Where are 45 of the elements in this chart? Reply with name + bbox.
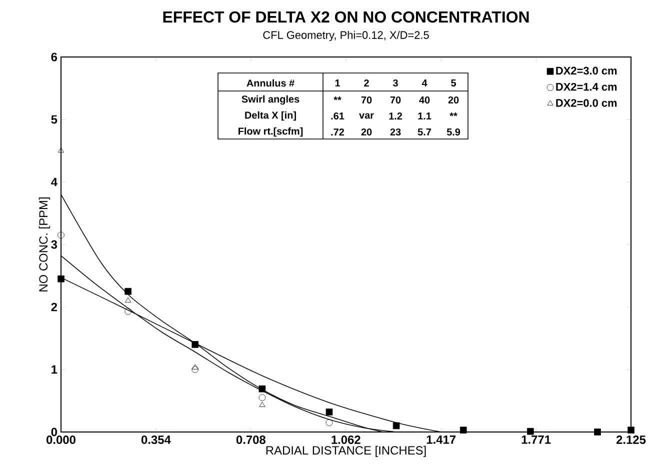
annotation: Swirl angles xyxy=(242,95,300,105)
annotation: ** xyxy=(450,112,458,116)
y-tick-label: 0 xyxy=(51,428,57,436)
annotation: 5.9 xyxy=(446,128,460,136)
annotation: 1.1 xyxy=(418,112,432,120)
annotation: 20 xyxy=(361,128,372,136)
x-tick-label: 1.062 xyxy=(332,436,360,444)
annotation: 1.2 xyxy=(389,112,402,120)
chart-title: EFFECT OF DELTA X2 ON NO CONCENTRATION xyxy=(163,11,529,23)
x-tick-label: 2.125 xyxy=(616,436,646,444)
y-tick-label: 6 xyxy=(51,52,58,62)
annotation: Annulus # xyxy=(246,79,294,87)
annotation: 4 xyxy=(422,80,428,86)
x-tick-label: 1.417 xyxy=(426,436,456,444)
annotation: Delta X [in] xyxy=(245,111,296,121)
annotation: 5 xyxy=(451,80,456,86)
x-tick-label: 0.000 xyxy=(46,436,76,444)
legend-label: DX2=1.4 cm xyxy=(556,82,617,91)
chart-subtitle: CFL Geometry, Phi=0.12, X/D=2.5 xyxy=(263,30,429,42)
x-tick-label: 1.771 xyxy=(522,436,551,444)
annotation: 70 xyxy=(390,96,401,104)
y-tick-label: 5 xyxy=(51,115,58,124)
x-tick-label: 0.354 xyxy=(141,436,171,444)
legend-label: DX2=3.0 cm xyxy=(556,66,617,75)
annotation: .72 xyxy=(331,128,344,136)
x-tick-label: 0.708 xyxy=(236,436,266,444)
annotation: ** xyxy=(334,96,342,100)
annotation: 20 xyxy=(448,96,459,104)
annotation: Flow rt.[scfm] xyxy=(238,127,303,137)
y-axis-title: NO CONC. [PPM] xyxy=(38,198,50,292)
y-tick-label: 3 xyxy=(51,240,58,249)
annotation: 3 xyxy=(392,79,398,87)
x-axis-title: RADIAL DISTANCE [INCHES] xyxy=(266,446,426,457)
y-tick-label: 4 xyxy=(51,178,58,186)
annotation: 23 xyxy=(390,128,401,136)
annotation: 70 xyxy=(361,96,372,104)
y-tick-label: 1 xyxy=(52,365,58,374)
y-tick-label: 2 xyxy=(51,302,58,312)
annotation: var xyxy=(359,113,374,119)
annotation: 2 xyxy=(364,80,369,86)
annotation: 40 xyxy=(419,96,430,104)
legend-label: DX2=0.0 cm xyxy=(556,99,617,107)
annotation: 5.7 xyxy=(418,128,431,136)
annotation: 1 xyxy=(335,80,340,86)
annotation: .61 xyxy=(331,112,344,120)
